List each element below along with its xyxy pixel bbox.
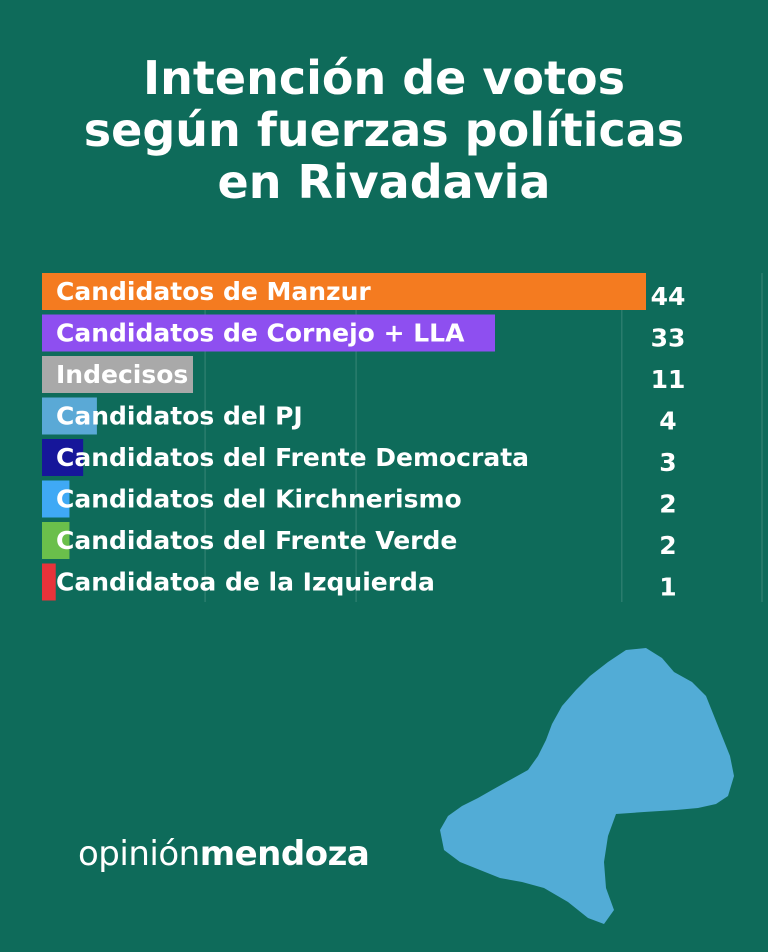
map-region bbox=[440, 648, 734, 924]
category-label-3: Candidatos del PJ bbox=[56, 402, 303, 431]
bar-chart: Candidatos de Manzur 44 Candidatos de Corn… bbox=[0, 260, 768, 610]
bar-2 bbox=[42, 356, 193, 393]
value-label-3: 4 bbox=[659, 407, 676, 436]
bar-6 bbox=[42, 522, 70, 559]
bar-chart-svg: Candidatos de Manzur 44 Candidatos de Corn… bbox=[42, 273, 763, 602]
category-label-5: Candidatos del Kirchnerismo bbox=[56, 485, 462, 514]
bar-3 bbox=[42, 397, 97, 435]
category-label-0: Candidatos de Manzur bbox=[56, 277, 371, 306]
category-label-6: Candidatos del Frente Verde bbox=[56, 526, 457, 555]
title-line-2: según fuerzas políticas bbox=[83, 103, 685, 157]
brand-logo: opiniónmendoza bbox=[78, 834, 370, 874]
value-label-4: 3 bbox=[659, 448, 676, 477]
chart-title: Intención de votos según fuerzas polític… bbox=[0, 52, 768, 208]
value-label-6: 2 bbox=[659, 531, 676, 560]
title-line-3: en Rivadavia bbox=[217, 155, 551, 209]
brand-logo-part1: opinión bbox=[78, 834, 200, 874]
bar-5 bbox=[42, 480, 70, 518]
bar-7 bbox=[42, 563, 56, 601]
category-label-4: Candidatos del Frente Democrata bbox=[56, 443, 529, 472]
value-label-2: 11 bbox=[651, 365, 686, 394]
rivadavia-map-shape bbox=[440, 648, 734, 924]
bar-4 bbox=[42, 439, 84, 476]
title-line-1: Intención de votos bbox=[143, 51, 625, 105]
value-label-1: 33 bbox=[651, 324, 686, 353]
category-label-2: Indecisos bbox=[56, 360, 188, 389]
category-label-1: Candidatos de Cornejo + LLA bbox=[56, 319, 465, 348]
bar-0 bbox=[42, 273, 646, 310]
category-label-7: Candidatoa de la Izquierda bbox=[56, 568, 435, 597]
value-label-0: 44 bbox=[651, 282, 686, 311]
value-label-5: 2 bbox=[659, 490, 676, 519]
brand-logo-part2: mendoza bbox=[199, 834, 370, 874]
value-label-7: 1 bbox=[659, 573, 676, 602]
bar-1 bbox=[42, 314, 495, 352]
